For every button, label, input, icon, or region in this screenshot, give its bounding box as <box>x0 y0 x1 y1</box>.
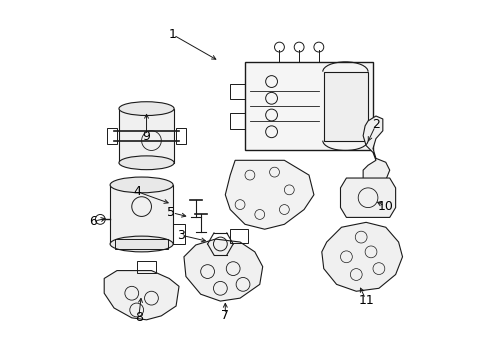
Polygon shape <box>104 271 179 320</box>
Text: 8: 8 <box>134 311 142 324</box>
Text: 1: 1 <box>168 28 176 41</box>
Bar <box>119 109 174 163</box>
Polygon shape <box>363 116 389 185</box>
Text: 2: 2 <box>371 118 379 131</box>
Polygon shape <box>340 178 395 217</box>
Ellipse shape <box>119 102 174 116</box>
Bar <box>137 261 156 273</box>
Text: 4: 4 <box>133 185 142 198</box>
Bar <box>107 128 117 144</box>
Text: 6: 6 <box>89 215 97 228</box>
Text: 11: 11 <box>358 294 373 307</box>
Bar <box>176 128 185 144</box>
Ellipse shape <box>119 156 174 170</box>
Text: 7: 7 <box>221 309 229 322</box>
Ellipse shape <box>110 236 173 252</box>
Bar <box>173 224 184 244</box>
Text: 9: 9 <box>142 130 150 143</box>
Bar <box>323 72 367 141</box>
Bar <box>115 239 168 249</box>
Polygon shape <box>183 239 262 301</box>
Ellipse shape <box>110 177 173 193</box>
Text: 3: 3 <box>177 229 184 242</box>
Polygon shape <box>321 222 402 291</box>
Bar <box>110 185 173 244</box>
Polygon shape <box>225 160 313 229</box>
Bar <box>244 62 372 150</box>
Text: 10: 10 <box>377 200 393 213</box>
Text: 5: 5 <box>167 206 175 219</box>
Bar <box>230 229 247 243</box>
